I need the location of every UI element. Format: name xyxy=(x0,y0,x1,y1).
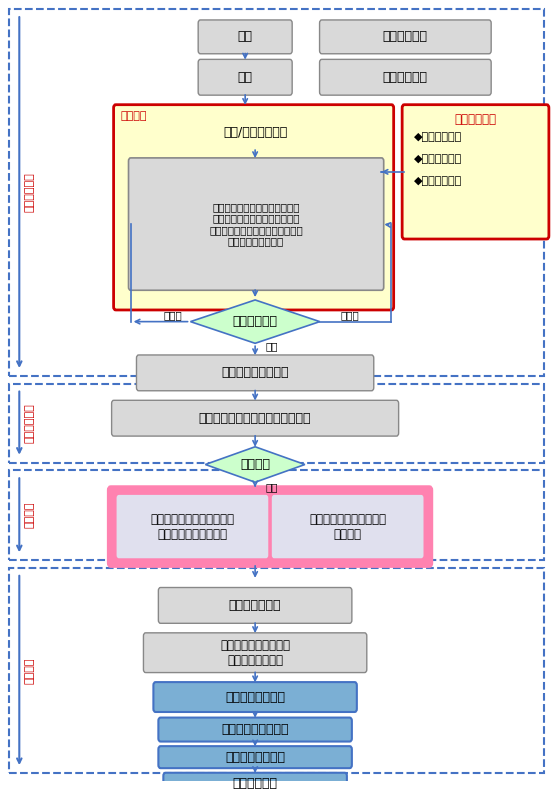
Text: 网上下载准考证: 网上下载准考证 xyxy=(229,599,281,612)
FancyBboxPatch shape xyxy=(153,682,357,712)
FancyBboxPatch shape xyxy=(198,20,292,54)
FancyBboxPatch shape xyxy=(158,588,352,623)
Text: 下载《资格审查表》: 下载《资格审查表》 xyxy=(222,723,289,736)
Text: 考试阶段: 考试阶段 xyxy=(24,501,34,528)
Text: 照片审核: 照片审核 xyxy=(240,458,270,471)
Bar xyxy=(9,9,543,376)
FancyBboxPatch shape xyxy=(158,717,352,741)
FancyBboxPatch shape xyxy=(137,115,377,150)
Bar xyxy=(9,384,543,463)
Text: ◆预订录取信息: ◆预订录取信息 xyxy=(415,176,463,186)
Text: 查询网报公告: 查询网报公告 xyxy=(383,70,428,84)
Text: 上传电子照片（护照证件照片标
准，该照片将使用在《报名登记
表》、《资格审查表》、准考证、
成绩单和学位证上）: 上传电子照片（护照证件照片标 准，该照片将使用在《报名登记 表》、《资格审查表》… xyxy=(209,202,303,247)
FancyBboxPatch shape xyxy=(272,495,424,558)
Text: ◆预订考试信息: ◆预订考试信息 xyxy=(415,132,463,142)
Text: 考后阶段: 考后阶段 xyxy=(24,657,34,683)
Text: 网上缴纳报名考试费: 网上缴纳报名考试费 xyxy=(222,366,289,380)
Text: 填写/修改报名信息: 填写/修改报名信息 xyxy=(223,126,287,139)
Text: 手机短信订阅: 手机短信订阅 xyxy=(454,113,496,126)
Text: 注册: 注册 xyxy=(238,30,253,44)
FancyBboxPatch shape xyxy=(114,104,393,310)
Text: 网上查询考试成绩: 网上查询考试成绩 xyxy=(225,691,285,703)
Text: 登录: 登录 xyxy=(238,70,253,84)
Text: 参加招生单位复试: 参加招生单位复试 xyxy=(225,751,285,763)
FancyBboxPatch shape xyxy=(198,59,292,95)
Text: 本人在《报名登记表》上
签字确认: 本人在《报名登记表》上 签字确认 xyxy=(309,513,386,540)
Bar xyxy=(9,471,543,560)
Text: 初步资格审查: 初步资格审查 xyxy=(233,315,278,328)
Text: 查询录取信息: 查询录取信息 xyxy=(233,778,278,790)
Text: 报名信息: 报名信息 xyxy=(121,111,147,121)
Text: 现场确认阶段: 现场确认阶段 xyxy=(24,403,34,443)
Text: 网上报名阶段: 网上报名阶段 xyxy=(24,172,34,213)
FancyBboxPatch shape xyxy=(109,487,431,566)
FancyBboxPatch shape xyxy=(402,104,549,239)
Polygon shape xyxy=(190,300,320,343)
Text: ◆预订考试成绩: ◆预订考试成绩 xyxy=(415,154,463,164)
FancyBboxPatch shape xyxy=(163,773,347,791)
Text: 通过: 通过 xyxy=(265,483,277,492)
FancyBboxPatch shape xyxy=(158,746,352,768)
FancyBboxPatch shape xyxy=(143,633,367,672)
FancyBboxPatch shape xyxy=(117,495,268,558)
Text: 查询招生信息: 查询招生信息 xyxy=(383,30,428,44)
FancyBboxPatch shape xyxy=(320,20,491,54)
Text: 不通过: 不通过 xyxy=(341,310,359,320)
Text: 网上打印《报名登记表（样表）》: 网上打印《报名登记表（样表）》 xyxy=(199,411,311,425)
FancyBboxPatch shape xyxy=(137,355,374,391)
Text: 通过: 通过 xyxy=(265,341,277,351)
Polygon shape xyxy=(205,447,305,483)
Text: 不通过: 不通过 xyxy=(163,310,182,320)
FancyBboxPatch shape xyxy=(112,400,398,436)
FancyBboxPatch shape xyxy=(128,158,384,290)
FancyBboxPatch shape xyxy=(320,59,491,95)
Text: 核验规定的有效身份证
件后入场参加考试: 核验规定的有效身份证 件后入场参加考试 xyxy=(220,638,290,667)
Text: 确认报名信息、采集第二代
居民身份证内电子照片: 确认报名信息、采集第二代 居民身份证内电子照片 xyxy=(151,513,234,540)
Bar xyxy=(9,568,543,773)
